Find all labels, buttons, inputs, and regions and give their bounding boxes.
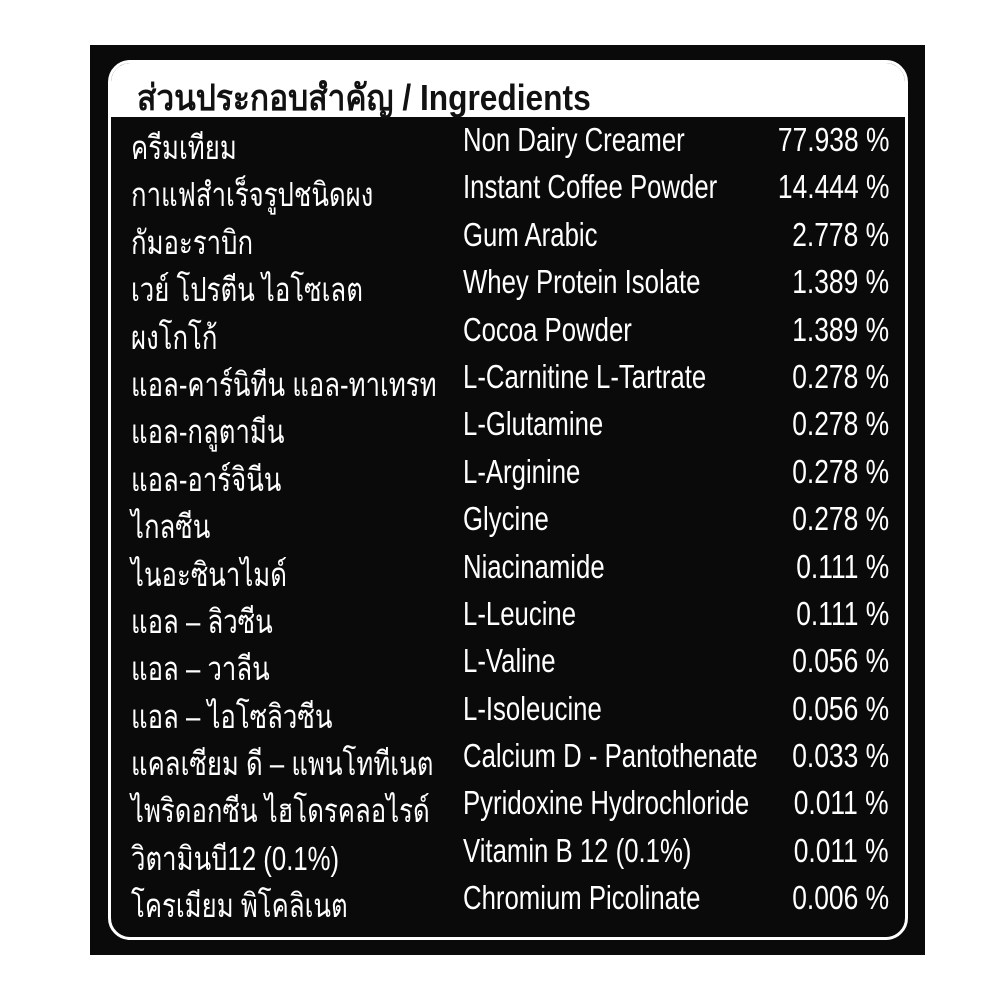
ingredient-english-name: Niacinamide (463, 547, 605, 585)
ingredient-percent: 1.389 % (792, 310, 889, 348)
ingredient-percent: 0.011 % (794, 831, 889, 869)
ingredient-row: วิตามินบี12 (0.1%) Vitamin B 12 (0.1%) 0.0… (111, 828, 905, 877)
ingredient-row: แอล – ไอโซลิวซีน L-Isoleucine 0.056 % (111, 686, 905, 735)
ingredient-english-name: Vitamin B 12 (0.1%) (463, 831, 692, 869)
ingredient-row: ไนอะซินาไมด์ Niacinamide 0.111 % (111, 544, 905, 593)
ingredient-percent: 0.056 % (792, 689, 889, 727)
ingredient-percent: 0.056 % (792, 642, 889, 680)
ingredient-thai-name: แอล – ไอโซลิวซีน (131, 697, 333, 735)
ingredient-percent: 0.006 % (792, 879, 889, 917)
ingredient-thai-name: วิตามินบี12 (0.1%) (131, 839, 340, 877)
ingredient-thai-name: แอล – ลิวซีน (131, 602, 273, 640)
ingredient-english-name: Whey Protein Isolate (463, 263, 701, 301)
ingredient-english-name: L-Arginine (463, 452, 581, 490)
ingredient-thai-name: ไกลซีน (131, 508, 211, 546)
ingredient-row: แอล-อาร์จินีน L-Arginine 0.278 % (111, 449, 905, 498)
ingredient-english-name: Pyridoxine Hydrochloride (463, 784, 750, 822)
ingredient-english-name: Non Dairy Creamer (463, 121, 685, 158)
ingredient-english-name: L-Valine (463, 642, 556, 680)
ingredient-row: ครีมเทียม Non Dairy Creamer 77.938 % (111, 117, 905, 166)
ingredient-thai-name: แอล-กลูตามีน (131, 413, 285, 451)
header-bar: ส่วนประกอบสำคัญ / Ingredients (111, 63, 905, 118)
ingredient-percent: 2.778 % (792, 215, 889, 253)
ingredient-row: โครเมียม พิโคลิเนต Chromium Picolinate 0.0… (111, 875, 905, 924)
ingredient-percent: 77.938 % (777, 121, 889, 158)
ingredient-row: กาแฟสำเร็จรูปชนิดผง Instant Coffee Powder… (111, 164, 905, 213)
ingredient-percent: 0.111 % (796, 594, 889, 632)
ingredient-english-name: L-Leucine (463, 594, 577, 632)
ingredient-row: แอล – วาลีน L-Valine 0.056 % (111, 638, 905, 687)
ingredient-thai-name: แอล-อาร์จินีน (131, 460, 282, 498)
ingredient-english-name: Chromium Picolinate (463, 879, 701, 917)
ingredient-percent: 0.278 % (792, 357, 889, 395)
ingredient-row: ไพริดอกซีน ไฮโดรคลอไรด์ Pyridoxine Hydroc… (111, 780, 905, 829)
ingredient-percent: 0.011 % (794, 784, 889, 822)
ingredient-percent: 0.033 % (792, 737, 889, 775)
ingredient-row: แอล – ลิวซีน L-Leucine 0.111 % (111, 591, 905, 640)
panel-title: ส่วนประกอบสำคัญ / Ingredients (137, 77, 591, 118)
ingredient-row: แอล-กลูตามีน L-Glutamine 0.278 % (111, 401, 905, 450)
ingredient-percent: 0.111 % (796, 547, 889, 585)
ingredient-row: แอล-คาร์นิทีน แอล-ทาเทรท L-Carnitine L-Ta… (111, 354, 905, 403)
ingredient-thai-name: ครีมเทียม (131, 129, 237, 166)
ingredient-row: เวย์ โปรตีน ไอโซเลต Whey Protein Isolate 1… (111, 259, 905, 308)
ingredient-thai-name: ผงโกโก้ (131, 318, 218, 356)
ingredient-english-name: Instant Coffee Powder (463, 168, 718, 206)
ingredient-percent: 0.278 % (792, 500, 889, 538)
ingredient-thai-name: แอล-คาร์นิทีน แอล-ทาเทรท (131, 365, 437, 403)
ingredient-english-name: L-Glutamine (463, 405, 604, 443)
ingredient-row: กัมอะราบิก Gum Arabic 2.778 % (111, 212, 905, 261)
ingredient-thai-name: โครเมียม พิโคลิเนต (131, 887, 348, 925)
ingredient-row: ไกลซีน Glycine 0.278 % (111, 496, 905, 545)
ingredient-thai-name: กัมอะราบิก (131, 223, 254, 261)
ingredient-percent: 1.389 % (792, 263, 889, 301)
ingredient-thai-name: กาแฟสำเร็จรูปชนิดผง (131, 176, 374, 214)
ingredients-panel: ส่วนประกอบสำคัญ / Ingredients ครีมเทียม N… (108, 60, 908, 940)
ingredient-row: แคลเซียม ดี – แพนโททีเนต Calcium D - Pant… (111, 733, 905, 782)
ingredient-thai-name: แคลเซียม ดี – แพนโททีเนต (131, 745, 434, 783)
ingredient-english-name: Calcium D - Pantothenate (463, 737, 758, 775)
ingredient-english-name: L-Carnitine L-Tartrate (463, 357, 707, 395)
ingredient-row: ผงโกโก้ Cocoa Powder 1.389 % (111, 307, 905, 356)
ingredient-thai-name: ไนอะซินาไมด์ (131, 555, 287, 593)
ingredient-thai-name: แอล – วาลีน (131, 650, 270, 688)
ingredient-percent: 0.278 % (792, 405, 889, 443)
ingredient-percent: 0.278 % (792, 452, 889, 490)
ingredient-percent: 14.444 % (777, 168, 889, 206)
ingredient-thai-name: ไพริดอกซีน ไฮโดรคลอไรด์ (131, 792, 430, 830)
ingredient-english-name: Gum Arabic (463, 215, 598, 253)
ingredient-english-name: L-Isoleucine (463, 689, 602, 727)
ingredient-english-name: Cocoa Powder (463, 310, 632, 348)
ingredient-thai-name: เวย์ โปรตีน ไอโซเลต (131, 271, 363, 309)
ingredient-english-name: Glycine (463, 500, 549, 538)
ingredients-list: ครีมเทียม Non Dairy Creamer 77.938 % กาแฟสำ… (111, 117, 905, 924)
